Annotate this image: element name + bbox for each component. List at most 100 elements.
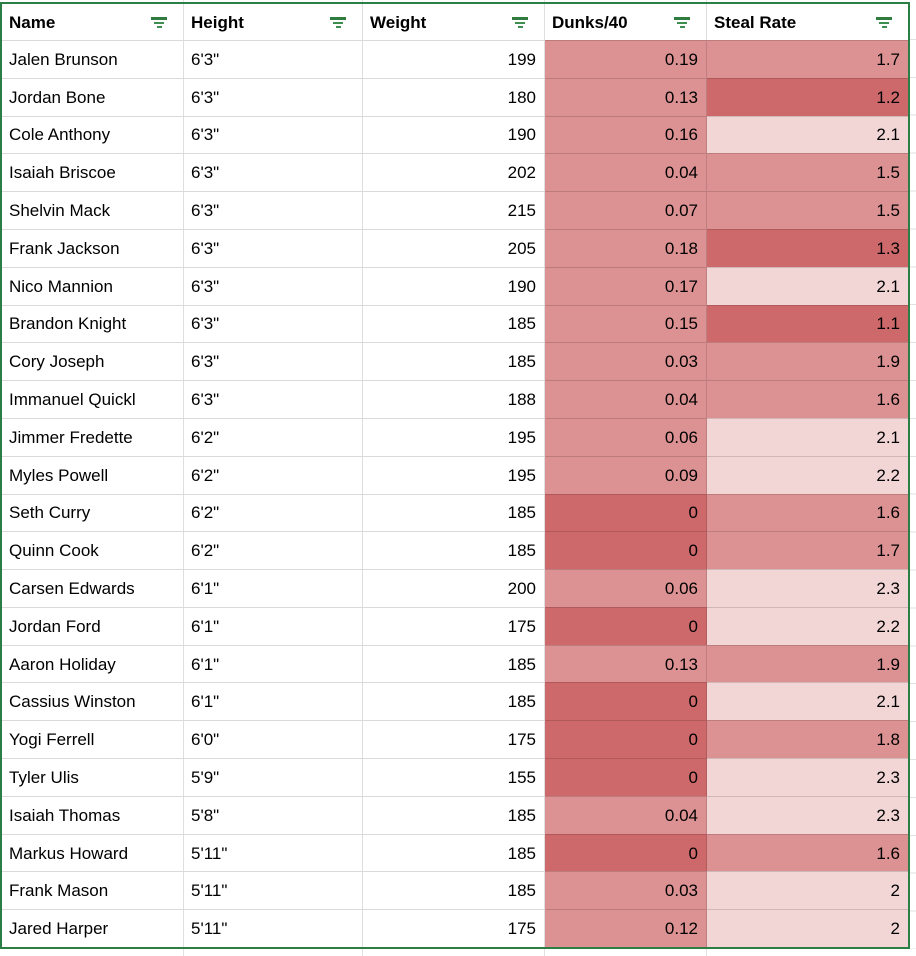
cell-height[interactable]: 6'3" — [184, 191, 363, 229]
cell-weight[interactable]: 200 — [363, 569, 545, 607]
cell-name[interactable]: Quinn Cook — [2, 531, 184, 570]
cell-weight[interactable]: 190 — [363, 115, 545, 154]
cell-weight[interactable]: 185 — [363, 682, 545, 721]
cell-name[interactable]: Cassius Winston — [2, 682, 184, 721]
cell-steal[interactable]: 2.1 — [707, 115, 908, 154]
cell-dunks[interactable]: 0.04 — [545, 795, 707, 834]
cell-dunks[interactable]: 0 — [545, 493, 707, 532]
cell-steal[interactable]: 1.7 — [707, 531, 908, 570]
cell-weight[interactable]: 195 — [363, 455, 545, 494]
cell-name[interactable]: Tyler Ulis — [2, 758, 184, 796]
cell-height[interactable]: 5'11" — [184, 833, 363, 872]
cell-dunks[interactable]: 0.12 — [545, 909, 707, 947]
cell-height[interactable]: 6'2" — [184, 417, 363, 456]
cell-steal[interactable]: 2.2 — [707, 455, 908, 494]
cell-dunks[interactable]: 0.07 — [545, 191, 707, 229]
cell-height[interactable]: 6'2" — [184, 455, 363, 494]
cell-name[interactable]: Isaiah Thomas — [2, 795, 184, 834]
cell-name[interactable]: Frank Mason — [2, 871, 184, 910]
cell-name[interactable]: Aaron Holiday — [2, 644, 184, 683]
cell-name[interactable]: Jordan Bone — [2, 77, 184, 116]
filter-funnel-icon[interactable] — [151, 16, 167, 28]
cell-name[interactable]: Myles Powell — [2, 455, 184, 494]
cell-dunks[interactable]: 0.16 — [545, 115, 707, 154]
cell-weight[interactable]: 175 — [363, 606, 545, 645]
cell-dunks[interactable]: 0.03 — [545, 871, 707, 910]
cell-steal[interactable]: 1.9 — [707, 644, 908, 683]
cell-height[interactable]: 6'3" — [184, 380, 363, 418]
filter-funnel-icon[interactable] — [330, 16, 346, 28]
cell-dunks[interactable]: 0.06 — [545, 569, 707, 607]
cell-name[interactable]: Immanuel Quickl — [2, 380, 184, 418]
cell-dunks[interactable]: 0 — [545, 682, 707, 721]
cell-weight[interactable]: 185 — [363, 644, 545, 683]
cell-height[interactable]: 6'3" — [184, 266, 363, 305]
filter-funnel-icon[interactable] — [876, 16, 892, 28]
cell-name[interactable]: Markus Howard — [2, 833, 184, 872]
cell-dunks[interactable]: 0 — [545, 720, 707, 759]
cell-name[interactable]: Carsen Edwards — [2, 569, 184, 607]
cell-steal[interactable]: 2.3 — [707, 795, 908, 834]
cell-weight[interactable]: 202 — [363, 153, 545, 192]
cell-steal[interactable]: 1.5 — [707, 191, 908, 229]
cell-name[interactable]: Isaiah Briscoe — [2, 153, 184, 192]
cell-name[interactable]: Brandon Knight — [2, 304, 184, 343]
cell-height[interactable]: 5'8" — [184, 795, 363, 834]
cell-dunks[interactable]: 0 — [545, 833, 707, 872]
cell-steal[interactable]: 1.7 — [707, 40, 908, 78]
cell-height[interactable]: 6'2" — [184, 493, 363, 532]
cell-weight[interactable]: 195 — [363, 417, 545, 456]
column-header-weight[interactable]: Weight — [363, 4, 545, 40]
cell-dunks[interactable]: 0.04 — [545, 153, 707, 192]
cell-steal[interactable]: 2.3 — [707, 758, 908, 796]
cell-name[interactable]: Yogi Ferrell — [2, 720, 184, 759]
cell-steal[interactable]: 1.6 — [707, 493, 908, 532]
cell-steal[interactable]: 1.8 — [707, 720, 908, 759]
cell-weight[interactable]: 175 — [363, 720, 545, 759]
cell-steal[interactable]: 1.3 — [707, 228, 908, 267]
cell-name[interactable]: Nico Mannion — [2, 266, 184, 305]
cell-height[interactable]: 6'3" — [184, 228, 363, 267]
cell-steal[interactable]: 1.6 — [707, 833, 908, 872]
cell-height[interactable]: 5'9" — [184, 758, 363, 796]
cell-dunks[interactable]: 0.03 — [545, 342, 707, 381]
cell-name[interactable]: Jordan Ford — [2, 606, 184, 645]
cell-weight[interactable]: 185 — [363, 795, 545, 834]
cell-height[interactable]: 6'3" — [184, 40, 363, 78]
cell-name[interactable]: Seth Curry — [2, 493, 184, 532]
cell-height[interactable]: 6'1" — [184, 569, 363, 607]
cell-weight[interactable]: 185 — [363, 531, 545, 570]
cell-dunks[interactable]: 0.06 — [545, 417, 707, 456]
cell-steal[interactable]: 2 — [707, 871, 908, 910]
cell-steal[interactable]: 2 — [707, 909, 908, 947]
cell-dunks[interactable]: 0.19 — [545, 40, 707, 78]
cell-name[interactable]: Shelvin Mack — [2, 191, 184, 229]
cell-dunks[interactable]: 0.09 — [545, 455, 707, 494]
cell-dunks[interactable]: 0.13 — [545, 77, 707, 116]
cell-steal[interactable]: 1.1 — [707, 304, 908, 343]
cell-height[interactable]: 5'11" — [184, 871, 363, 910]
column-header-steal-rate[interactable]: Steal Rate — [707, 4, 908, 40]
cell-height[interactable]: 6'3" — [184, 153, 363, 192]
cell-weight[interactable]: 175 — [363, 909, 545, 947]
cell-dunks[interactable]: 0.15 — [545, 304, 707, 343]
cell-name[interactable]: Cole Anthony — [2, 115, 184, 154]
cell-weight[interactable]: 185 — [363, 871, 545, 910]
cell-steal[interactable]: 2.1 — [707, 682, 908, 721]
cell-steal[interactable]: 2.1 — [707, 266, 908, 305]
cell-steal[interactable]: 1.5 — [707, 153, 908, 192]
cell-name[interactable]: Frank Jackson — [2, 228, 184, 267]
cell-name[interactable]: Jimmer Fredette — [2, 417, 184, 456]
column-header-height[interactable]: Height — [184, 4, 363, 40]
cell-weight[interactable]: 205 — [363, 228, 545, 267]
cell-steal[interactable]: 1.2 — [707, 77, 908, 116]
cell-dunks[interactable]: 0 — [545, 606, 707, 645]
cell-dunks[interactable]: 0 — [545, 531, 707, 570]
cell-height[interactable]: 6'3" — [184, 342, 363, 381]
cell-steal[interactable]: 1.6 — [707, 380, 908, 418]
cell-weight[interactable]: 185 — [363, 304, 545, 343]
cell-height[interactable]: 6'3" — [184, 115, 363, 154]
cell-weight[interactable]: 188 — [363, 380, 545, 418]
cell-dunks[interactable]: 0.18 — [545, 228, 707, 267]
filter-funnel-icon[interactable] — [674, 16, 690, 28]
